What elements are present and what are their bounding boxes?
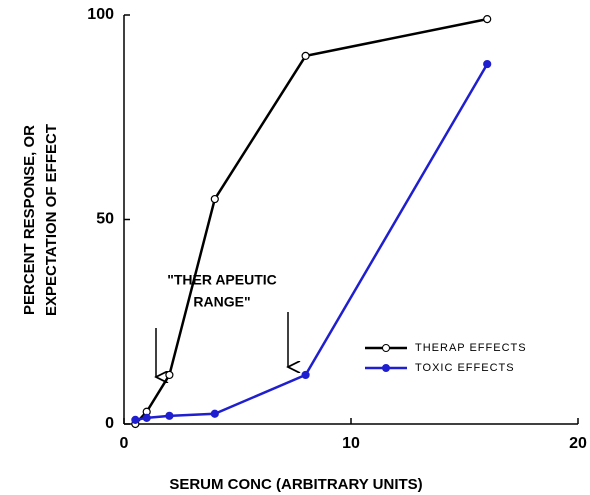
data-point bbox=[210, 194, 219, 204]
data-point bbox=[142, 413, 151, 422]
x-axis-label: SERUM CONC (ARBITRARY UNITS) bbox=[169, 476, 422, 493]
data-point bbox=[483, 59, 492, 69]
data-point bbox=[301, 370, 310, 380]
annotation: "THER APEUTIC bbox=[167, 272, 277, 288]
data-point bbox=[165, 370, 174, 380]
data-point bbox=[301, 51, 310, 61]
x-tick-label: 0 bbox=[120, 435, 129, 452]
data-point bbox=[165, 411, 174, 420]
y-axis-label: PERCENT RESPONSE, OR bbox=[21, 125, 38, 315]
x-tick-label: 20 bbox=[569, 435, 587, 452]
y-tick-label: 100 bbox=[87, 6, 114, 23]
data-point bbox=[483, 14, 492, 24]
legend-marker bbox=[382, 364, 390, 372]
data-point bbox=[210, 409, 219, 418]
y-axis-label: EXPECTATION OF EFFECT bbox=[43, 124, 60, 316]
legend-label: TOXIC EFFECTS bbox=[415, 362, 515, 374]
y-tick-label: 50 bbox=[96, 211, 114, 228]
legend-marker bbox=[382, 344, 390, 352]
legend-label: THERAP EFFECTS bbox=[415, 342, 527, 354]
y-tick-label: 0 bbox=[105, 415, 114, 432]
data-point bbox=[131, 415, 140, 425]
annotation: RANGE" bbox=[193, 294, 250, 310]
x-tick-label: 10 bbox=[342, 435, 360, 452]
